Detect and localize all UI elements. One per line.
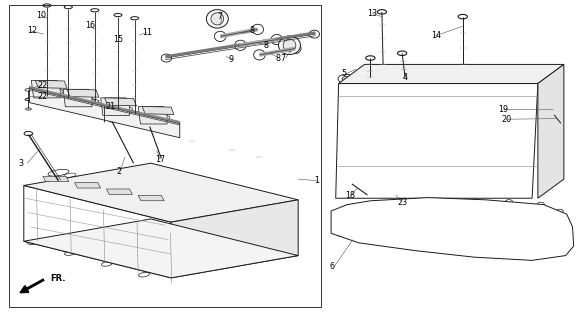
- Text: 3: 3: [18, 159, 23, 168]
- Text: 7: 7: [217, 12, 222, 21]
- Text: 8: 8: [249, 27, 254, 36]
- Text: 21: 21: [106, 102, 116, 111]
- Polygon shape: [538, 64, 564, 198]
- Ellipse shape: [408, 185, 422, 189]
- Ellipse shape: [112, 101, 118, 104]
- Ellipse shape: [278, 36, 301, 54]
- Text: 20: 20: [501, 115, 512, 124]
- Text: 15: 15: [113, 36, 123, 44]
- Ellipse shape: [68, 234, 83, 241]
- Ellipse shape: [32, 202, 50, 209]
- Polygon shape: [31, 80, 60, 98]
- Polygon shape: [331, 197, 574, 260]
- Text: 6: 6: [330, 262, 335, 271]
- Text: 22: 22: [37, 81, 47, 90]
- Text: 18: 18: [346, 191, 356, 200]
- Ellipse shape: [75, 92, 80, 96]
- Polygon shape: [101, 98, 130, 116]
- Polygon shape: [24, 186, 171, 278]
- Polygon shape: [105, 98, 137, 106]
- Ellipse shape: [406, 140, 423, 155]
- Ellipse shape: [140, 238, 157, 246]
- Ellipse shape: [405, 107, 424, 124]
- Ellipse shape: [104, 246, 119, 253]
- Ellipse shape: [455, 185, 470, 189]
- Polygon shape: [138, 107, 167, 124]
- Polygon shape: [336, 84, 538, 198]
- Ellipse shape: [351, 216, 384, 232]
- Ellipse shape: [359, 140, 376, 155]
- Text: FR.: FR.: [50, 274, 65, 283]
- Text: 23: 23: [398, 198, 408, 207]
- Text: 4: 4: [402, 73, 407, 82]
- Polygon shape: [35, 80, 67, 88]
- Bar: [390, 186, 402, 196]
- Ellipse shape: [545, 107, 556, 111]
- Ellipse shape: [400, 220, 431, 236]
- Ellipse shape: [358, 107, 377, 124]
- Ellipse shape: [206, 10, 228, 28]
- Text: 2: 2: [116, 167, 122, 176]
- Text: 11: 11: [142, 28, 152, 37]
- Ellipse shape: [140, 259, 155, 265]
- Text: 5: 5: [342, 69, 347, 78]
- Text: 19: 19: [499, 105, 509, 114]
- Bar: [9, 5, 321, 307]
- Text: 1: 1: [314, 176, 319, 185]
- Ellipse shape: [500, 107, 519, 124]
- Ellipse shape: [211, 13, 223, 25]
- Polygon shape: [24, 219, 298, 278]
- Polygon shape: [30, 87, 179, 138]
- Ellipse shape: [283, 39, 296, 51]
- Text: 16: 16: [86, 21, 96, 30]
- Polygon shape: [24, 163, 298, 222]
- Text: 12: 12: [27, 27, 37, 36]
- Polygon shape: [75, 183, 101, 188]
- Text: 13: 13: [368, 9, 378, 18]
- Ellipse shape: [453, 140, 471, 155]
- Ellipse shape: [104, 226, 122, 234]
- Polygon shape: [142, 107, 174, 115]
- Polygon shape: [138, 196, 164, 201]
- Ellipse shape: [43, 84, 49, 87]
- Polygon shape: [43, 176, 69, 182]
- Ellipse shape: [32, 222, 47, 228]
- Text: 9: 9: [229, 55, 234, 64]
- Polygon shape: [107, 189, 133, 195]
- Ellipse shape: [503, 185, 517, 189]
- Polygon shape: [67, 89, 99, 97]
- Polygon shape: [171, 200, 298, 278]
- Text: 8: 8: [263, 41, 269, 50]
- Text: 10: 10: [36, 11, 46, 20]
- Ellipse shape: [150, 110, 156, 113]
- Ellipse shape: [497, 228, 530, 244]
- Text: 14: 14: [431, 31, 441, 40]
- Ellipse shape: [360, 185, 375, 189]
- Ellipse shape: [68, 214, 86, 221]
- Polygon shape: [339, 64, 564, 84]
- Ellipse shape: [449, 224, 482, 240]
- Ellipse shape: [342, 76, 350, 81]
- Text: 17: 17: [156, 155, 166, 164]
- Polygon shape: [63, 89, 92, 107]
- Ellipse shape: [453, 107, 472, 124]
- Text: 7: 7: [281, 53, 286, 62]
- Ellipse shape: [501, 140, 518, 155]
- Ellipse shape: [373, 75, 380, 79]
- Text: 22: 22: [37, 92, 47, 101]
- Text: 8: 8: [275, 53, 280, 62]
